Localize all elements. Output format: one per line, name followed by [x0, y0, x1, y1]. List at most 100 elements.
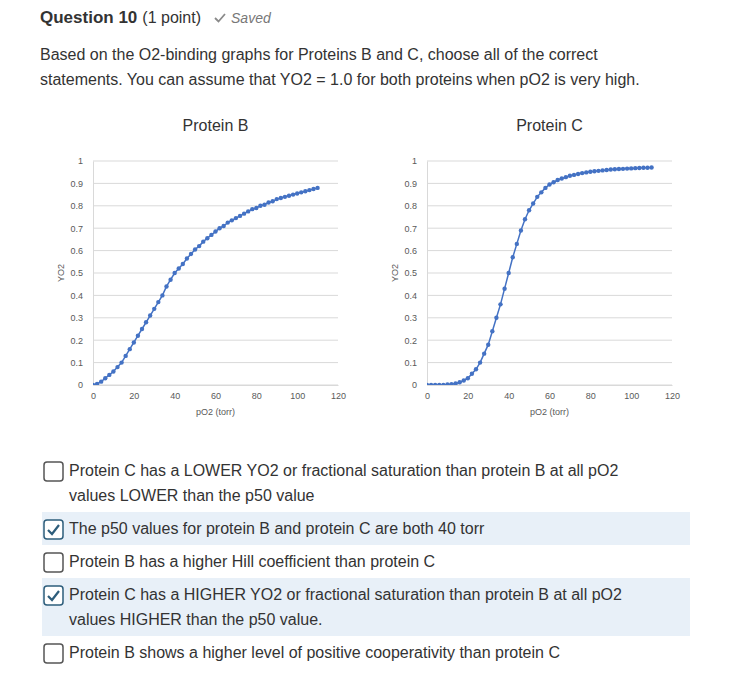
- data-point: [649, 165, 653, 169]
- data-point: [560, 176, 564, 180]
- chart-title: Protein C: [516, 117, 583, 134]
- saved-status: Saved: [231, 10, 271, 26]
- saved-check: [215, 14, 225, 22]
- grid-line: [427, 250, 672, 251]
- data-point: [482, 351, 486, 355]
- checkbox-check: [48, 525, 59, 534]
- x-axis-line: [428, 385, 673, 386]
- y-tick-label: 0.7: [404, 224, 417, 234]
- y-tick: 0.1: [70, 358, 93, 368]
- y-tick: 0.6: [404, 246, 427, 256]
- grid-line: [427, 295, 672, 296]
- answer-option[interactable]: Protein B has a higher Hill coefficient …: [42, 545, 690, 578]
- data-point: [123, 354, 127, 358]
- data-point: [111, 369, 115, 373]
- data-point: [588, 170, 592, 174]
- data-point: [93, 383, 95, 385]
- y-tick-label: 0.5: [404, 268, 417, 278]
- data-point: [462, 378, 466, 382]
- data-point: [205, 236, 209, 240]
- data-point: [449, 382, 453, 385]
- grid-line: [93, 205, 338, 206]
- data-point: [270, 199, 274, 203]
- x-tick: 80: [252, 385, 262, 401]
- question-line: statements. You can assume that YO2 = 1.…: [40, 67, 640, 92]
- data-point: [177, 266, 181, 270]
- y-axis: 00.10.20.30.40.50.60.70.80.91: [404, 156, 427, 390]
- x-tick-label: 80: [586, 391, 596, 401]
- data-point: [592, 169, 596, 173]
- question-points: (1 point): [142, 9, 201, 27]
- x-tick: 20: [463, 385, 473, 401]
- y-tick: 0.4: [70, 291, 93, 301]
- x-tick: 40: [504, 385, 514, 401]
- x-axis: 020406080100120: [91, 385, 346, 401]
- chart: Protein C00.10.20.30.40.50.60.70.80.9102…: [390, 117, 680, 417]
- data-point: [152, 307, 156, 311]
- x-tick-label: 0: [91, 391, 96, 401]
- x-axis-line: [94, 385, 339, 386]
- y-tick-label: 0.5: [70, 268, 83, 278]
- data-point: [140, 327, 144, 331]
- checkbox[interactable]: [43, 585, 64, 606]
- data-point: [209, 233, 213, 237]
- x-tick-label: 120: [665, 391, 680, 401]
- option-line: values HIGHER than the p50 value.: [69, 607, 622, 632]
- grid-line: [427, 340, 672, 341]
- y-tick: 0.9: [404, 179, 427, 189]
- x-tick-label: 0: [425, 391, 430, 401]
- grid-line: [427, 273, 672, 274]
- y-tick: 1: [78, 156, 93, 166]
- x-tick-label: 40: [170, 391, 180, 401]
- x-tick: 60: [545, 385, 555, 401]
- x-tick: 0: [91, 385, 96, 401]
- data-point: [572, 173, 576, 177]
- data-point: [266, 200, 270, 204]
- data-point: [303, 189, 307, 193]
- data-point: [441, 383, 445, 385]
- checkbox[interactable]: [43, 461, 64, 482]
- plot-area: [93, 186, 320, 385]
- question-text: Based on the O2-binding graphs for Prote…: [40, 42, 640, 92]
- y-axis-title: YO2: [390, 264, 400, 282]
- data-point: [258, 204, 262, 208]
- grid-line: [427, 228, 672, 229]
- data-point: [633, 166, 637, 170]
- data-point: [596, 169, 600, 173]
- answer-option[interactable]: Protein C has a HIGHER YO2 or fractional…: [42, 578, 690, 636]
- x-tick-label: 80: [252, 391, 262, 401]
- checkbox[interactable]: [43, 643, 64, 664]
- y-tick-label: 0.1: [404, 358, 417, 368]
- grid-line: [93, 250, 338, 251]
- data-point: [613, 167, 617, 171]
- option-line: Protein C has a LOWER YO2 or fractional …: [69, 458, 618, 483]
- answer-option[interactable]: The p50 values for protein B and protein…: [42, 512, 690, 545]
- x-tick-label: 20: [463, 391, 473, 401]
- data-point: [115, 365, 119, 369]
- checkbox[interactable]: [43, 552, 64, 573]
- answer-option[interactable]: Protein C has a LOWER YO2 or fractional …: [42, 454, 690, 512]
- data-point: [543, 186, 547, 190]
- answer-option[interactable]: Protein B shows a higher level of positi…: [42, 636, 690, 669]
- data-point: [604, 168, 608, 172]
- data-point: [295, 191, 299, 195]
- x-tick-label: 120: [331, 391, 346, 401]
- chart-title: Protein B: [183, 117, 249, 134]
- checkbox[interactable]: [43, 519, 64, 540]
- checkbox-check: [48, 591, 59, 600]
- data-point: [132, 340, 136, 344]
- x-tick: 20: [129, 385, 139, 401]
- option-text: Protein B has a higher Hill coefficient …: [69, 549, 435, 574]
- data-point: [230, 218, 234, 222]
- x-tick: 100: [624, 385, 639, 401]
- x-tick: 120: [331, 385, 346, 401]
- data-line: [427, 167, 652, 385]
- data-point: [283, 195, 287, 199]
- data-point: [645, 166, 649, 170]
- data-point: [535, 195, 539, 199]
- data-point: [95, 382, 99, 385]
- y-axis-line: [427, 162, 428, 386]
- data-point: [246, 209, 250, 213]
- data-point: [555, 178, 559, 182]
- data-point: [291, 192, 295, 196]
